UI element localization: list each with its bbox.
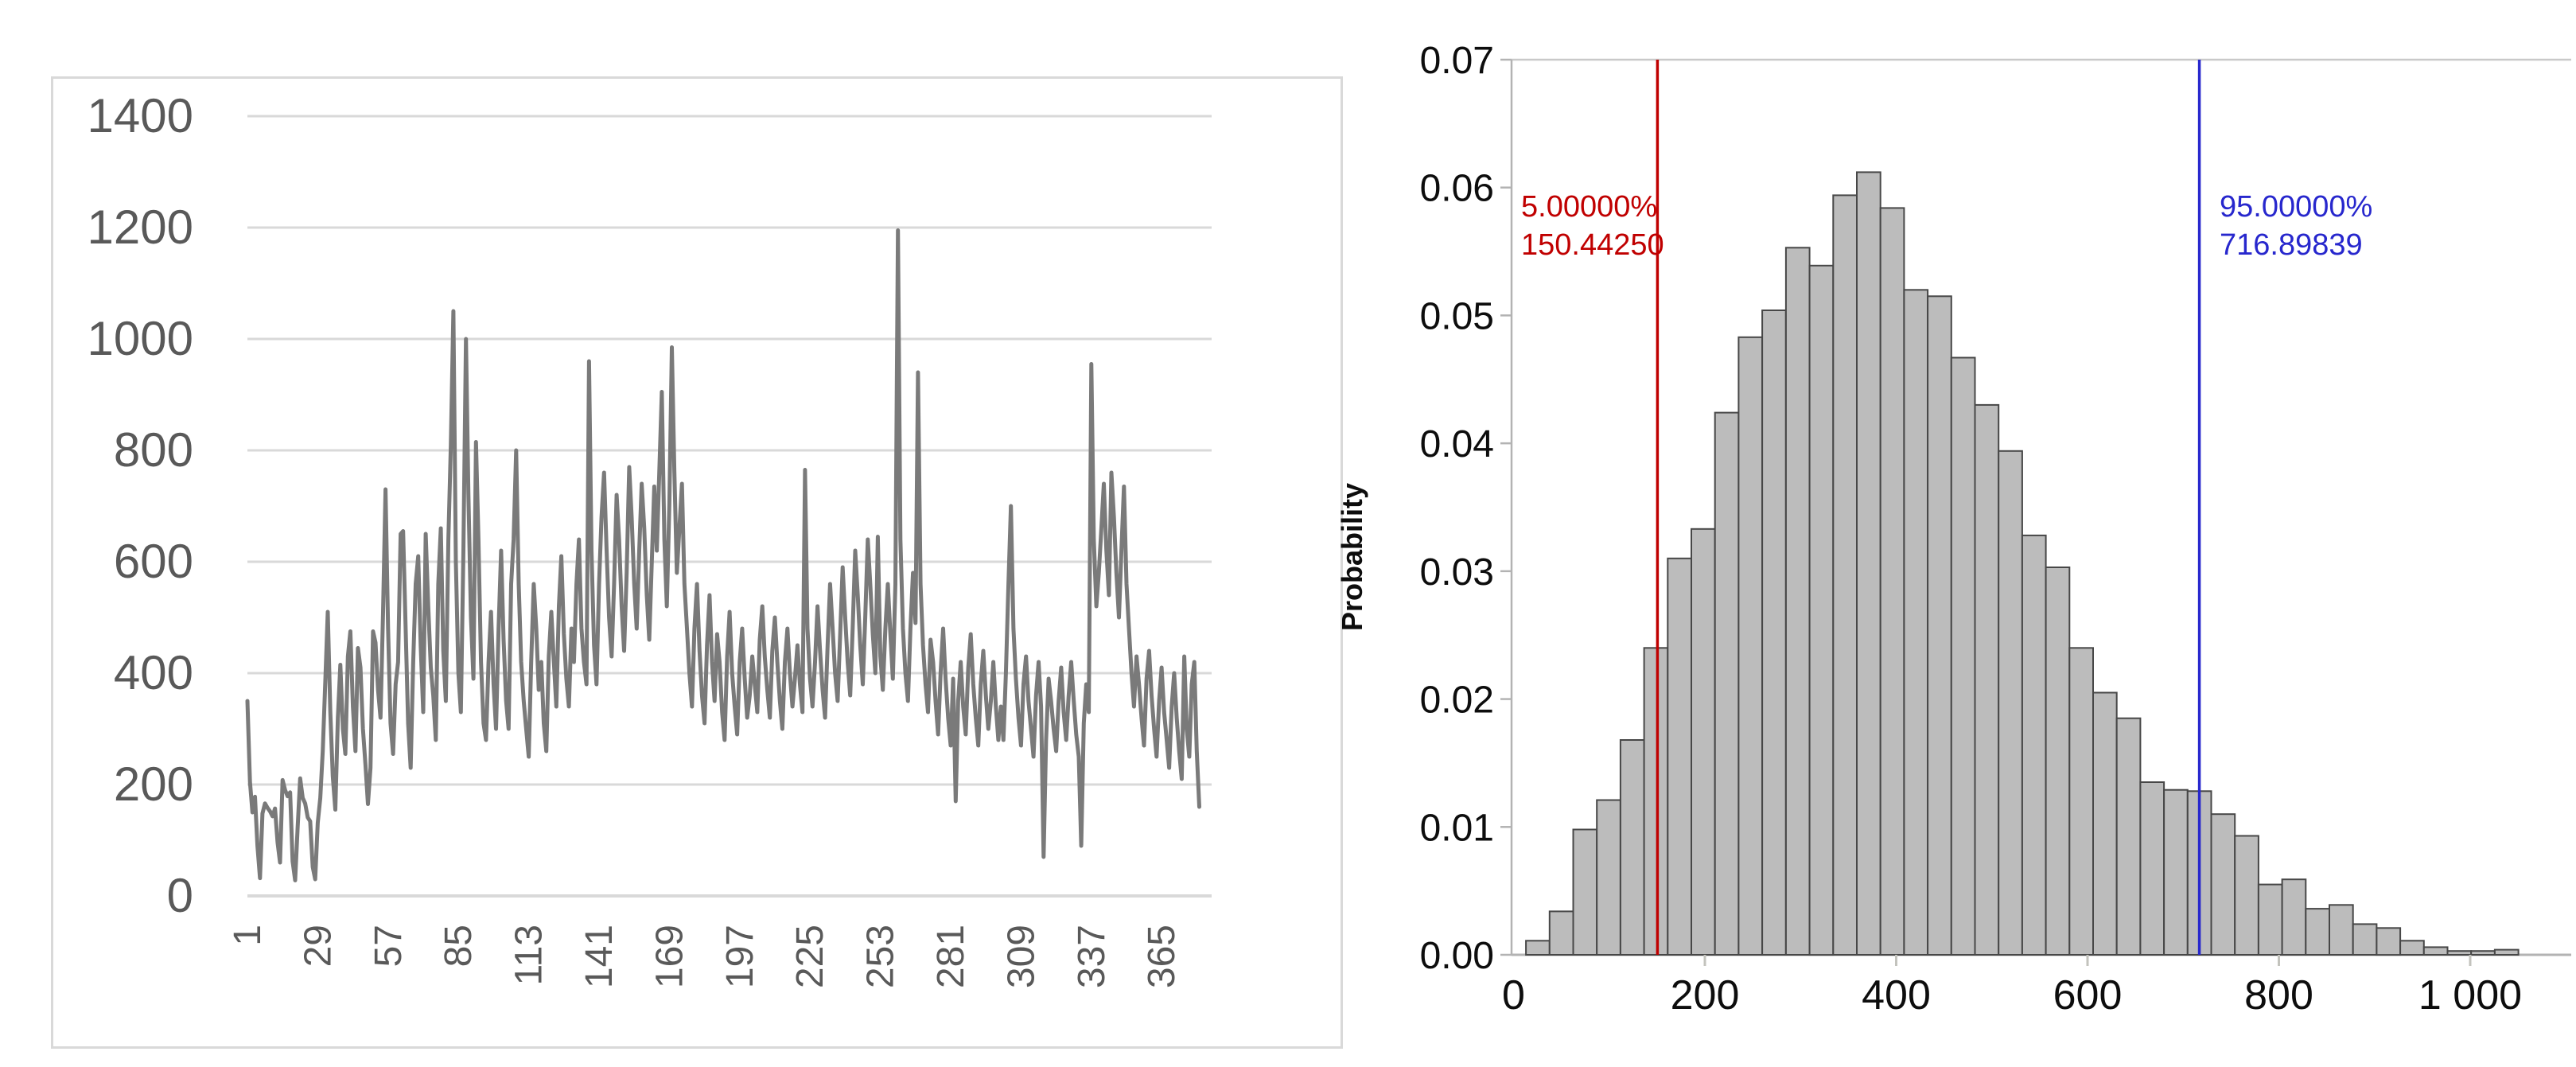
percentile-95-label-percent: 95.00000% bbox=[2220, 190, 2372, 224]
histogram-bar bbox=[1548, 910, 1574, 956]
histogram-bar bbox=[2376, 927, 2402, 956]
histogram-bar bbox=[1832, 194, 1858, 956]
percentile-5-label-percent: 5.00000% bbox=[1521, 190, 1657, 224]
x-tick-label: 1 bbox=[227, 925, 269, 946]
x-tick-label: 169 bbox=[648, 925, 691, 988]
y-tick-label: 1200 bbox=[88, 201, 193, 254]
histogram-bar bbox=[2234, 835, 2259, 956]
histogram-bar bbox=[1761, 310, 1787, 956]
histogram-bar bbox=[2305, 908, 2331, 956]
histogram-bar bbox=[2210, 813, 2236, 956]
data-series-line bbox=[245, 228, 1201, 882]
histogram-bar bbox=[1856, 171, 1881, 956]
histogram-bar bbox=[2493, 948, 2520, 956]
histogram-bar bbox=[2115, 717, 2142, 956]
histogram-bar bbox=[1879, 207, 1905, 956]
histogram-bar bbox=[2021, 534, 2047, 956]
x-tick-label: 113 bbox=[508, 925, 551, 986]
histogram-bar bbox=[2092, 691, 2118, 956]
histogram-bar bbox=[2045, 567, 2071, 956]
y-tick-label: 0.03 bbox=[1420, 551, 1494, 594]
x-tick-label: 600 bbox=[2053, 972, 2123, 1018]
histogram-bar bbox=[1572, 828, 1598, 956]
y-axis-title: Probability bbox=[1336, 483, 1368, 631]
line-chart-plot: 0 200 400 600 800 1000 1200 1400 1 29 57 85 113 141 16… bbox=[88, 89, 1212, 988]
y-tick-label: 0.01 bbox=[1420, 807, 1494, 849]
y-tick-label: 0.06 bbox=[1420, 168, 1494, 210]
y-tick-label: 0.04 bbox=[1420, 423, 1494, 465]
histogram-bar bbox=[1974, 403, 2000, 956]
percentile-95-label-value: 716.89839 bbox=[2220, 228, 2363, 262]
histogram-bar bbox=[2139, 781, 2165, 956]
histogram-bar bbox=[2257, 883, 2283, 956]
histogram-bar bbox=[1998, 450, 2023, 956]
x-tick-label: 225 bbox=[789, 925, 831, 988]
histogram-bar bbox=[2446, 950, 2473, 956]
histogram-bar bbox=[2399, 940, 2425, 956]
x-tick-label: 253 bbox=[860, 925, 902, 988]
y-tick-label: 800 bbox=[114, 423, 193, 477]
x-tick-label: 800 bbox=[2244, 972, 2313, 1018]
daily-line-chart: 0 200 400 600 800 1000 1200 1400 1 29 57 85 113 141 16… bbox=[51, 76, 1343, 1049]
x-tick-label: 200 bbox=[1671, 972, 1740, 1018]
histogram-bar bbox=[2352, 923, 2378, 956]
histogram-bar bbox=[1619, 739, 1645, 956]
x-tick-label: 57 bbox=[368, 925, 410, 967]
x-tick-label: 141 bbox=[578, 925, 621, 988]
x-tick-label: 29 bbox=[297, 925, 339, 967]
y-tick-label: 400 bbox=[114, 646, 193, 699]
histogram-bar bbox=[2068, 647, 2094, 956]
histogram-bar bbox=[1927, 295, 1952, 956]
histogram-bar bbox=[1596, 799, 1621, 956]
probability-histogram: Probability 5.00000% 150.44250 95.00000%… bbox=[1336, 40, 2571, 1018]
y-tick-label: 0.02 bbox=[1420, 680, 1494, 722]
histogram-bar bbox=[1950, 356, 1976, 956]
histogram-bar bbox=[2281, 878, 2307, 956]
histogram-bar bbox=[2329, 904, 2354, 956]
x-tick-label: 337 bbox=[1071, 925, 1113, 988]
histogram-bar bbox=[2470, 950, 2496, 956]
y-tick-label: 0.05 bbox=[1420, 295, 1494, 337]
y-tick-label: 600 bbox=[114, 535, 193, 588]
histogram-bar bbox=[1643, 647, 1669, 956]
x-tick-label: 85 bbox=[438, 925, 480, 967]
x-tick-label: 309 bbox=[1000, 925, 1042, 988]
y-tick-label: 1000 bbox=[88, 312, 193, 365]
histogram-bar bbox=[2422, 946, 2449, 956]
histogram-bar bbox=[1667, 557, 1692, 956]
x-tick-label: 197 bbox=[719, 925, 761, 988]
y-tick-label: 1400 bbox=[88, 89, 193, 142]
histogram-bar bbox=[1525, 940, 1551, 956]
x-tick-label: 281 bbox=[930, 925, 972, 988]
histogram-bar bbox=[1903, 289, 1929, 956]
histogram-bar bbox=[1784, 247, 1811, 956]
y-tick-label: 0.00 bbox=[1420, 935, 1494, 977]
histogram-bar bbox=[1691, 528, 1716, 956]
x-tick-label: 0 bbox=[1502, 972, 1525, 1018]
percentile-5-label-value: 150.44250 bbox=[1521, 228, 1664, 262]
x-tick-label: 400 bbox=[1862, 972, 1931, 1018]
x-tick-label: 1 000 bbox=[2418, 972, 2522, 1018]
y-tick-label: 0.07 bbox=[1420, 40, 1494, 82]
histogram-bar bbox=[1808, 264, 1835, 956]
x-tick-label: 365 bbox=[1141, 925, 1183, 988]
histogram-bar bbox=[2163, 789, 2189, 956]
histogram-bar bbox=[1737, 336, 1764, 956]
histogram-bar bbox=[1714, 411, 1740, 956]
y-tick-label: 0 bbox=[167, 869, 193, 922]
y-tick-label: 200 bbox=[114, 757, 193, 811]
